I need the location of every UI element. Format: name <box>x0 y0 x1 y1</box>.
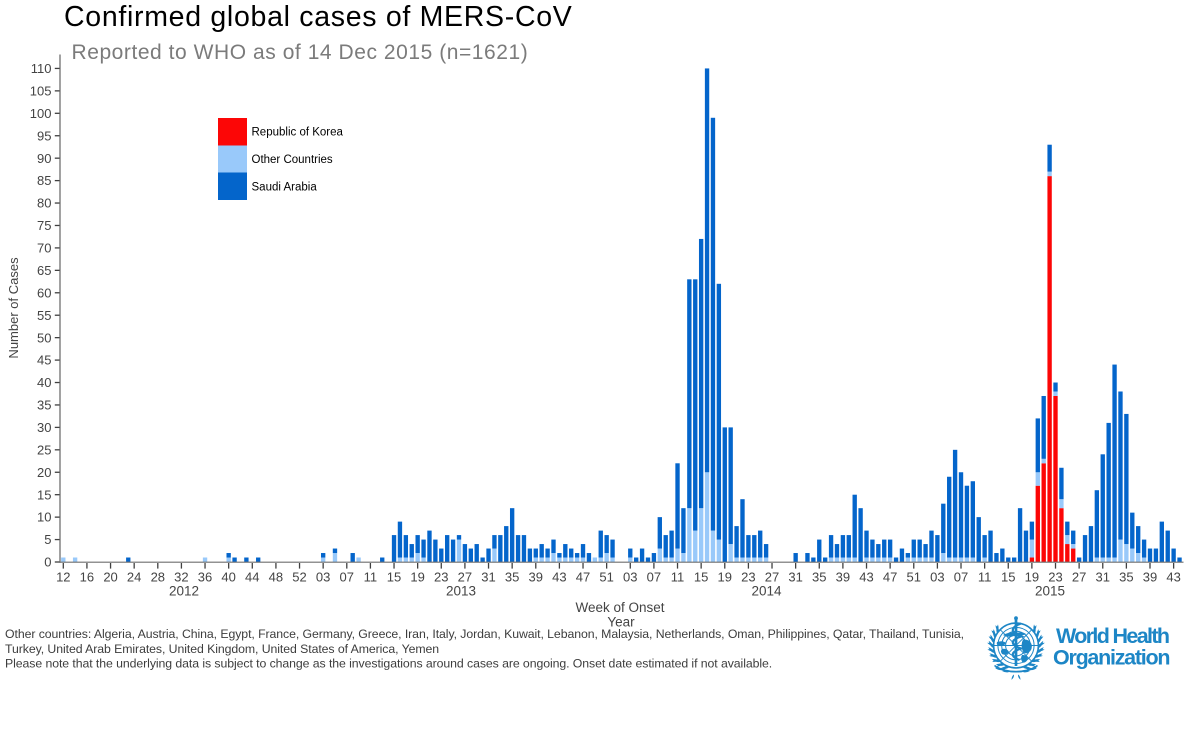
svg-text:2014: 2014 <box>751 584 782 599</box>
svg-text:75: 75 <box>37 218 51 233</box>
svg-text:19: 19 <box>718 570 732 585</box>
svg-text:47: 47 <box>576 570 590 585</box>
svg-text:35: 35 <box>505 570 519 585</box>
svg-text:15: 15 <box>694 570 708 585</box>
svg-text:07: 07 <box>647 570 661 585</box>
svg-text:31: 31 <box>788 570 802 585</box>
svg-text:15: 15 <box>37 487 51 502</box>
svg-text:World Health: World Health <box>1056 624 1170 648</box>
svg-text:55: 55 <box>37 308 51 323</box>
svg-text:03: 03 <box>623 570 637 585</box>
svg-text:28: 28 <box>151 570 165 585</box>
svg-text:16: 16 <box>80 570 94 585</box>
svg-text:60: 60 <box>37 285 51 300</box>
svg-text:31: 31 <box>481 570 495 585</box>
svg-text:43: 43 <box>552 570 566 585</box>
svg-text:23: 23 <box>1048 570 1062 585</box>
svg-text:Saudi Arabia: Saudi Arabia <box>252 182 318 194</box>
svg-text:03: 03 <box>930 570 944 585</box>
svg-text:27: 27 <box>765 570 779 585</box>
svg-text:Republic of Korea: Republic of Korea <box>252 127 344 139</box>
svg-text:2012: 2012 <box>169 584 199 599</box>
svg-text:07: 07 <box>954 570 968 585</box>
svg-text:Confirmed global cases of MERS: Confirmed global cases of MERS-CoV <box>64 1 573 33</box>
svg-text:47: 47 <box>883 570 897 585</box>
svg-text:43: 43 <box>859 570 873 585</box>
svg-text:40: 40 <box>221 570 235 585</box>
svg-text:39: 39 <box>529 570 543 585</box>
svg-text:0: 0 <box>44 555 51 570</box>
svg-text:80: 80 <box>37 196 51 211</box>
svg-text:100: 100 <box>30 106 52 121</box>
svg-text:23: 23 <box>741 570 755 585</box>
svg-text:12: 12 <box>56 570 70 585</box>
svg-text:35: 35 <box>1119 570 1133 585</box>
svg-text:105: 105 <box>30 83 52 98</box>
svg-text:23: 23 <box>434 570 448 585</box>
svg-text:110: 110 <box>31 61 52 76</box>
svg-text:35: 35 <box>812 570 826 585</box>
svg-text:Turkey, United Arab Emirates,: Turkey, United Arab Emirates, United Kin… <box>5 642 439 656</box>
svg-text:25: 25 <box>37 442 51 457</box>
svg-text:90: 90 <box>37 151 51 166</box>
svg-text:39: 39 <box>836 570 850 585</box>
svg-text:11: 11 <box>671 570 685 585</box>
svg-text:10: 10 <box>37 510 51 525</box>
svg-text:70: 70 <box>37 241 51 256</box>
svg-text:Year: Year <box>607 615 635 630</box>
svg-text:2015: 2015 <box>1035 584 1065 599</box>
svg-text:07: 07 <box>340 570 354 585</box>
svg-text:40: 40 <box>37 375 51 390</box>
svg-text:51: 51 <box>599 570 613 585</box>
svg-text:95: 95 <box>37 128 51 143</box>
svg-text:19: 19 <box>1025 570 1039 585</box>
svg-text:51: 51 <box>907 570 921 585</box>
svg-text:Please note that the underlyin: Please note that the underlying data is … <box>5 657 772 671</box>
svg-text:32: 32 <box>174 570 188 585</box>
svg-text:52: 52 <box>292 570 306 585</box>
svg-text:39: 39 <box>1143 570 1157 585</box>
svg-text:27: 27 <box>1072 570 1086 585</box>
svg-text:15: 15 <box>1001 570 1015 585</box>
svg-text:24: 24 <box>127 570 141 585</box>
svg-text:Other countries: Algeria, Aust: Other countries: Algeria, Austria, China… <box>5 627 964 641</box>
svg-text:2013: 2013 <box>446 584 476 599</box>
svg-text:5: 5 <box>44 532 51 547</box>
svg-text:15: 15 <box>387 570 401 585</box>
svg-text:36: 36 <box>198 570 212 585</box>
svg-text:43: 43 <box>1166 570 1180 585</box>
svg-text:20: 20 <box>37 465 51 480</box>
svg-text:03: 03 <box>316 570 330 585</box>
svg-text:30: 30 <box>37 420 51 435</box>
svg-text:45: 45 <box>37 353 51 368</box>
svg-text:20: 20 <box>103 570 117 585</box>
svg-text:19: 19 <box>410 570 424 585</box>
svg-text:Week of Onset: Week of Onset <box>575 600 664 615</box>
svg-text:50: 50 <box>37 330 51 345</box>
svg-text:Reported to WHO as of 14 Dec 2: Reported to WHO as of 14 Dec 2015 (n=162… <box>72 41 529 64</box>
svg-text:Number of Cases: Number of Cases <box>6 257 21 359</box>
svg-text:85: 85 <box>37 173 51 188</box>
svg-text:31: 31 <box>1096 570 1110 585</box>
svg-text:35: 35 <box>37 398 51 413</box>
svg-text:11: 11 <box>364 570 378 585</box>
svg-text:Organization: Organization <box>1053 645 1171 669</box>
svg-text:65: 65 <box>37 263 51 278</box>
svg-text:11: 11 <box>978 570 992 585</box>
svg-text:48: 48 <box>269 570 283 585</box>
svg-text:44: 44 <box>245 570 259 585</box>
svg-text:Other Countries: Other Countries <box>252 154 333 166</box>
svg-text:27: 27 <box>458 570 472 585</box>
